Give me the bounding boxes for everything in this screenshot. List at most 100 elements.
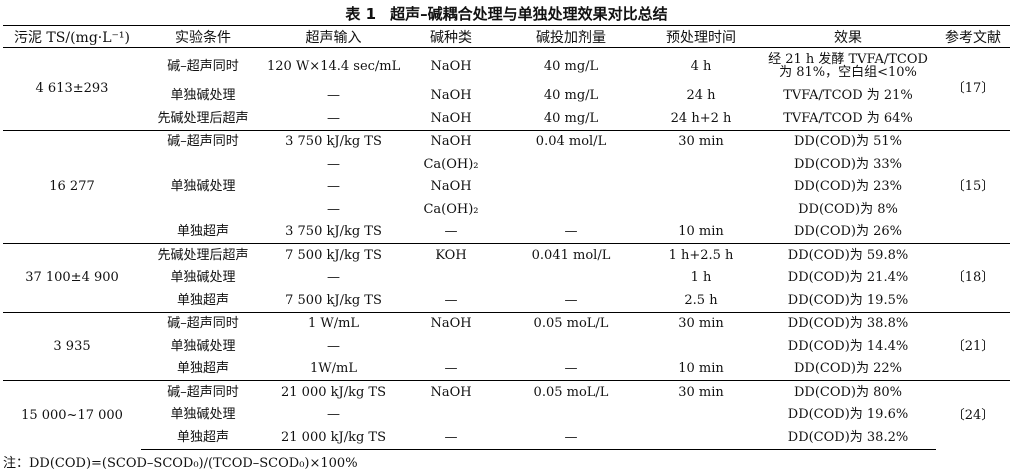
condition-cell: 碱–超声同时 (141, 129, 265, 153)
time-cell: 10 min (678, 361, 724, 377)
reference-cell: 〔17〕 (936, 47, 1010, 130)
ts-cell: 37 100±4 900 (3, 243, 141, 312)
table-number: 表 1 (345, 5, 377, 23)
ultrasound-cell: 7 500 kJ/kg TS (265, 243, 402, 267)
ultrasound-cell: — (327, 88, 340, 104)
effect-cell: DD(COD)为 21.4% (787, 270, 909, 286)
dose-cell: 0.05 moL/L (500, 380, 642, 404)
condition-cell: 单独超声 (176, 361, 229, 377)
time-cell (642, 335, 760, 358)
alkali-cell: NaOH (402, 380, 500, 404)
time-cell (642, 198, 760, 221)
ultrasound-cell: — (327, 407, 340, 423)
condition-cell: 单独超声 (141, 426, 265, 450)
condition-cell: 单独碱处理 (170, 270, 236, 286)
table-row: 4 613±293 碱–超声同时 120 W×14.4 sec/mL NaOH … (3, 47, 1010, 130)
effect-cell: TVFA/TCOD 为 64% (783, 110, 913, 126)
header-cell: 超声输入 (265, 25, 402, 48)
alkali-cell (402, 404, 500, 427)
condition-cell: 碱–超声同时 (141, 47, 265, 85)
table-row: 单独超声 1W/mL — — 10 min DD(COD)为 22% (3, 358, 1010, 381)
time-cell: 2.5 h (684, 292, 718, 308)
alkali-cell: NaOH (402, 47, 500, 85)
table-row: 16 277 碱–超声同时 3 750 kJ/kg TS NaOH 0.04 m… (3, 129, 1010, 244)
time-cell: 30 min (642, 311, 760, 335)
dose-cell: 0.04 mol/L (500, 129, 642, 153)
ts-cell: 4 613±293 (3, 47, 141, 130)
dose-cell: — (564, 224, 578, 240)
table-row: 单独碱处理 — 1 h DD(COD)为 21.4% (3, 267, 1010, 290)
ultrasound-cell: — (327, 338, 340, 354)
effect-cell: DD(COD)为 51% (760, 129, 936, 153)
alkali-cell: — (402, 426, 500, 450)
condition-cell: 碱–超声同时 (141, 380, 265, 404)
dose-cell: 0.041 mol/L (500, 243, 642, 267)
dose-cell (500, 176, 642, 199)
time-cell (642, 153, 760, 176)
reference-cell: 〔21〕 (936, 311, 1010, 381)
time-cell: 1 h (690, 270, 712, 286)
table-row: 单独碱处理 — NaOH 40 mg/L 24 h TVFA/TCOD 为 21… (3, 85, 1010, 108)
header-cell: 碱投加剂量 (500, 25, 642, 48)
time-cell: 30 min (642, 129, 760, 153)
effect-cell: DD(COD)为 14.4% (787, 338, 909, 354)
ultrasound-cell: 120 W×14.4 sec/mL (265, 47, 402, 85)
effect-cell: DD(COD)为 22% (793, 361, 903, 377)
ultrasound-cell: 1 W/mL (265, 311, 402, 335)
table-title-text: 超声–碱耦合处理与单独处理效果对比总结 (390, 5, 668, 23)
dose-cell (500, 335, 642, 358)
time-cell: 1 h+2.5 h (642, 243, 760, 267)
alkali-cell: NaOH (430, 110, 472, 126)
effect-cell: DD(COD)为 33% (793, 156, 903, 172)
dose-cell: 0.05 moL/L (500, 311, 642, 335)
alkali-cell: NaOH (430, 179, 472, 195)
condition-cell: 单独碱处理 (170, 338, 236, 354)
ultrasound-cell: — (327, 179, 340, 195)
header-cell: 参考文献 (936, 25, 1010, 48)
effect-cell: TVFA/TCOD 为 21% (783, 88, 913, 104)
effect-cell: DD(COD)为 59.8% (760, 243, 936, 267)
table-row: 3 935 碱–超声同时 1 W/mL NaOH 0.05 moL/L 30 m… (3, 311, 1010, 381)
time-cell: 10 min (678, 224, 724, 240)
table-row: 单独碱处理 — DD(COD)为 14.4% (3, 335, 1010, 358)
dose-cell: — (500, 426, 642, 450)
table-row: — NaOH DD(COD)为 23% (3, 176, 1010, 199)
header-cell: 实验条件 (141, 25, 265, 48)
effect-cell: DD(COD)为 19.6% (787, 407, 909, 423)
dose-cell: — (564, 361, 578, 377)
dose-cell (500, 198, 642, 221)
time-cell (642, 176, 760, 199)
alkali-cell: NaOH (402, 311, 500, 335)
effect-cell: DD(COD)为 8% (798, 201, 898, 217)
condition-cell: 单独碱处理 (170, 88, 236, 104)
time-cell (642, 426, 760, 450)
ts-cell: 15 000~17 000 (3, 380, 141, 449)
dose-cell: 40 mg/L (543, 88, 599, 104)
ultrasound-cell: 21 000 kJ/kg TS (265, 380, 402, 404)
table-row: 单独碱处理 — Ca(OH)₂ DD(COD)为 33% (3, 153, 1010, 194)
alkali-cell: — (444, 361, 458, 377)
reference-cell: 〔24〕 (936, 380, 1010, 449)
ultrasound-cell: 1W/mL (310, 361, 357, 377)
time-cell: 24 h (686, 88, 716, 104)
ultrasound-cell: — (327, 270, 340, 286)
condition-cell: 碱–超声同时 (141, 311, 265, 335)
ultrasound-cell: 7 500 kJ/kg TS (285, 292, 382, 308)
table-row: — Ca(OH)₂ DD(COD)为 8% (3, 198, 1010, 221)
ultrasound-cell: — (327, 110, 340, 126)
header-cell: 效果 (760, 25, 936, 48)
dose-cell (500, 267, 642, 290)
header-cell: 碱种类 (402, 25, 500, 48)
table-row: 37 100±4 900 先碱处理后超声 7 500 kJ/kg TS KOH … (3, 243, 1010, 312)
effect-cell: 经 21 h 发酵 TVFA/TCOD 为 81%，空白组<10% (760, 47, 936, 85)
reference-cell: 〔15〕 (936, 129, 1010, 244)
condition-cell: 单独超声 (176, 292, 229, 308)
ts-cell: 16 277 (3, 129, 141, 244)
time-cell: 30 min (642, 380, 760, 404)
table-row: 单独超声 21 000 kJ/kg TS — — DD(COD)为 38.2% (3, 426, 1010, 450)
table-row: 单独碱处理 — DD(COD)为 19.6% (3, 404, 1010, 427)
alkali-cell (402, 335, 500, 358)
effect-cell: DD(COD)为 26% (793, 224, 903, 240)
table-row: 单独超声 7 500 kJ/kg TS — — 2.5 h DD(COD)为 1… (3, 289, 1010, 312)
